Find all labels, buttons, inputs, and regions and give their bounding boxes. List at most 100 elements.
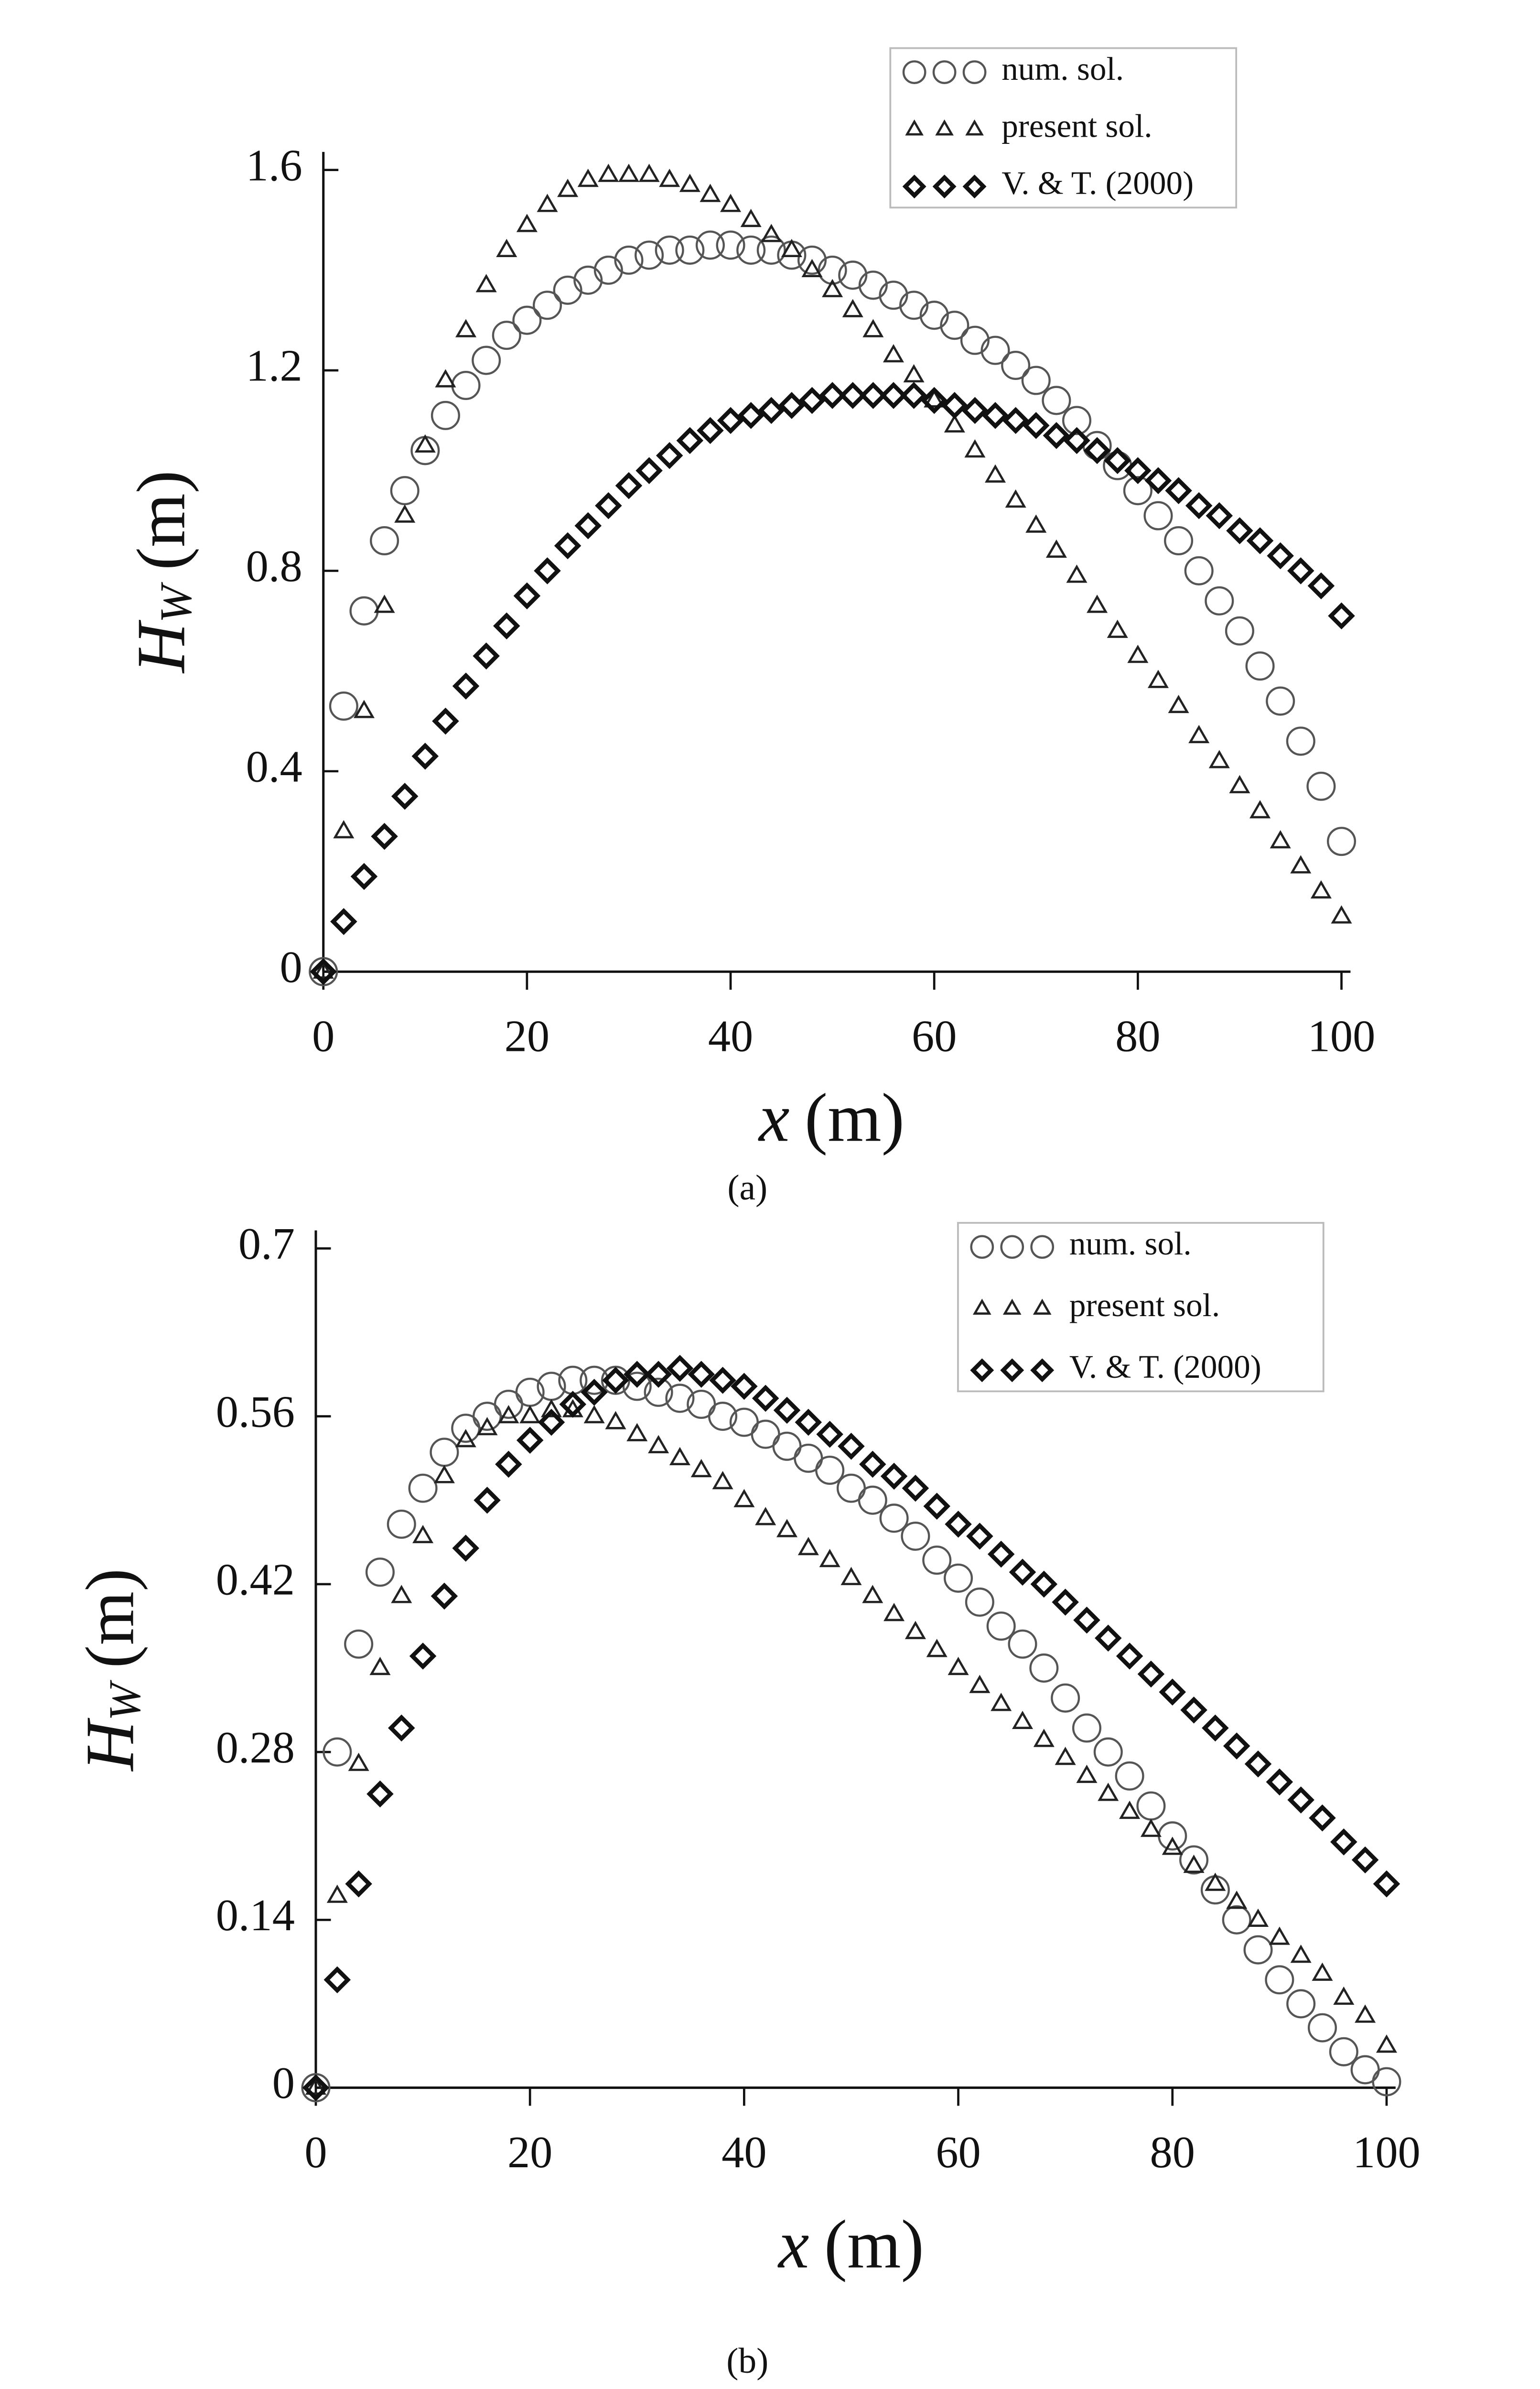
circle-marker <box>614 245 644 275</box>
circle-marker <box>1158 1821 1187 1851</box>
circle-marker <box>1072 1713 1101 1743</box>
circle-marker <box>1115 1761 1144 1791</box>
diamond-marker <box>431 1582 458 1610</box>
x-tick-label: 100 <box>1308 1012 1376 1061</box>
circle-marker <box>879 1503 909 1533</box>
triangle-marker <box>733 1489 755 1507</box>
circle-marker <box>1350 2055 1380 2085</box>
x-tick-label: 100 <box>1353 2128 1421 2177</box>
circle-marker <box>451 1414 481 1443</box>
circle-marker <box>472 346 501 375</box>
diamond-marker <box>1063 427 1090 454</box>
diamond-marker <box>1267 542 1294 570</box>
triangle-marker <box>669 1447 690 1466</box>
x-tick-label: 60 <box>936 2128 980 2177</box>
circle-marker <box>836 1473 866 1503</box>
triangle-marker <box>1025 514 1047 533</box>
circle-marker <box>962 60 987 84</box>
y-label-subscript: W <box>100 1680 150 1721</box>
triangle-marker <box>969 1675 991 1693</box>
diamond-marker <box>1023 412 1050 439</box>
diamond-marker <box>923 1492 950 1520</box>
circle-marker <box>512 305 542 335</box>
diamond-marker <box>581 1379 608 1406</box>
triangle-marker <box>1119 1800 1141 1819</box>
circle-marker <box>593 255 623 285</box>
circle-marker <box>922 1546 952 1575</box>
triangle-marker <box>1183 1854 1205 1873</box>
y-label-unit: (m) <box>123 470 200 570</box>
circle-marker <box>751 1419 780 1449</box>
diamond-marker <box>656 442 683 469</box>
triangle-marker <box>618 163 639 182</box>
triangle-marker <box>755 1507 776 1525</box>
circle-marker <box>1329 2037 1358 2066</box>
triangle-marker <box>353 700 375 718</box>
circle-marker <box>494 1389 523 1419</box>
circle-marker <box>980 335 1010 365</box>
triangle-marker <box>842 299 863 317</box>
circle-marker <box>1179 1845 1209 1875</box>
circle-marker <box>553 275 582 305</box>
circle-marker <box>1103 451 1132 480</box>
diamond-marker <box>962 174 987 199</box>
x-label-unit: (m) <box>805 1080 905 1156</box>
circle-marker <box>772 1431 802 1461</box>
y-label-symbol: H <box>123 619 200 674</box>
circle-marker <box>323 1737 352 1767</box>
x-tick-label: 0 <box>304 2128 327 2177</box>
triangle-marker <box>700 184 721 202</box>
triangle-marker <box>326 1884 348 1903</box>
y-axis-label: HW (m) <box>123 470 201 674</box>
diamond-marker <box>902 1474 929 1502</box>
diamond-marker <box>1116 1643 1143 1670</box>
diamond-marker <box>902 174 926 199</box>
legend-label: num. sol. <box>1069 1225 1192 1262</box>
diamond-marker <box>838 1433 865 1460</box>
triangle-marker <box>679 173 700 192</box>
circle-marker <box>370 526 399 556</box>
x-label-unit: (m) <box>824 2206 924 2283</box>
diamond-marker <box>945 1511 972 1538</box>
diamond-marker <box>495 1450 522 1478</box>
diamond-marker <box>717 407 744 434</box>
triangle-marker <box>577 169 599 187</box>
diamond-marker <box>1330 1828 1357 1856</box>
circle-marker <box>344 1629 374 1659</box>
diamond-marker <box>880 1462 908 1490</box>
diamond-marker <box>645 1361 672 1388</box>
y-label-subscript: W <box>151 582 201 623</box>
diamond-marker <box>554 532 582 560</box>
diamond-marker <box>798 387 826 414</box>
circle-marker <box>858 1485 887 1515</box>
triangle-marker <box>1076 1764 1098 1783</box>
diamond-marker <box>624 1361 651 1388</box>
y-tick-label: 1.2 <box>246 341 302 391</box>
legend-label: V. & T. (2000) <box>1069 1348 1261 1385</box>
triangle-marker <box>1376 2034 1397 2053</box>
diamond-marker <box>1202 1714 1229 1742</box>
triangle-marker <box>944 414 965 433</box>
triangle-marker <box>1247 1908 1269 1927</box>
triangle-marker <box>776 1519 798 1537</box>
circle-marker <box>655 235 684 265</box>
diamond-marker <box>773 1396 801 1424</box>
triangle-marker <box>414 434 436 453</box>
diamond-marker <box>932 174 957 199</box>
y-tick-label: 0 <box>280 942 302 992</box>
triangle-marker <box>1188 724 1210 744</box>
circle-marker <box>1008 1629 1037 1659</box>
diamond-marker <box>345 1870 372 1898</box>
diamond-marker <box>1030 1570 1058 1598</box>
diamond-marker <box>752 1384 779 1412</box>
triangle-marker <box>1107 619 1128 638</box>
triangle-marker <box>455 319 477 337</box>
x-label-symbol: x <box>777 2206 809 2283</box>
circle-marker <box>708 1402 738 1431</box>
circle-marker <box>1029 1653 1059 1683</box>
triangle-marker <box>475 274 497 292</box>
circle-marker <box>919 301 949 330</box>
circle-marker <box>965 1587 994 1617</box>
triangle-marker <box>498 1405 519 1424</box>
diamond-marker <box>635 457 663 485</box>
